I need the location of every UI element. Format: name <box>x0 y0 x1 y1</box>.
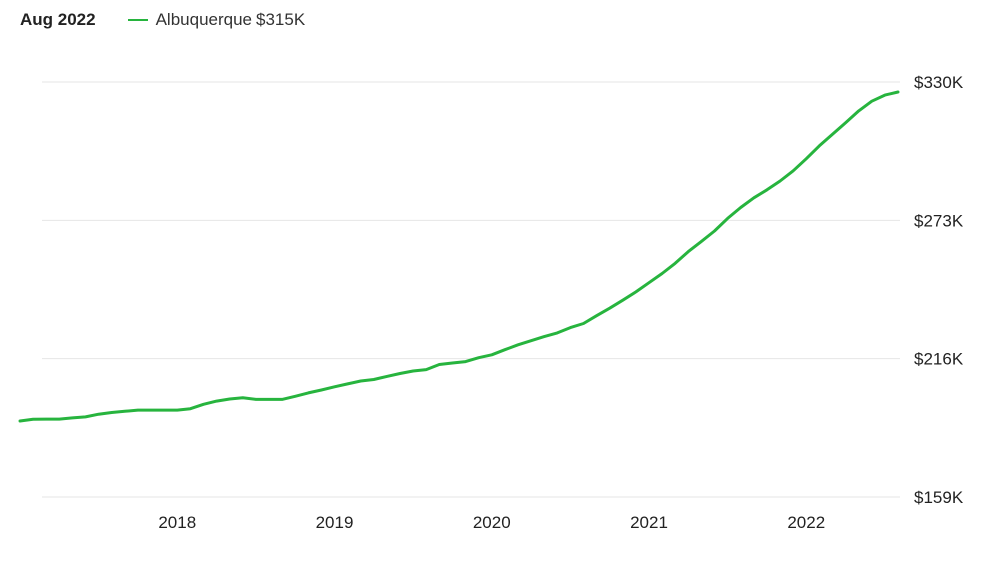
legend-entry: Albuquerque $315K <box>156 10 310 30</box>
x-axis: 2018 2019 2020 2021 2022 <box>158 513 825 532</box>
legend-swatch <box>127 19 148 21</box>
legend-series-name: Albuquerque <box>155 10 253 29</box>
y-tick-label: $216K <box>914 350 964 369</box>
x-tick-label: 2022 <box>787 513 825 532</box>
series-layer <box>18 90 900 423</box>
x-tick-label: 2019 <box>316 513 354 532</box>
series-line-albuquerque[interactable] <box>18 90 900 423</box>
x-tick-label: 2020 <box>473 513 511 532</box>
gridlines <box>42 81 900 498</box>
legend[interactable]: Albuquerque $315K <box>127 10 310 30</box>
y-tick-label: $330K <box>914 73 964 92</box>
x-tick-label: 2018 <box>158 513 196 532</box>
y-tick-label: $273K <box>914 211 964 230</box>
y-axis: $330K $273K $216K $159K <box>914 73 964 507</box>
x-tick-label: 2021 <box>630 513 668 532</box>
y-tick-label: $159K <box>914 488 964 507</box>
hover-date-label: Aug 2022 <box>20 10 96 29</box>
chart-header: Aug 2022 Albuquerque $315K <box>20 8 309 32</box>
legend-series-value: $315K <box>256 10 306 29</box>
